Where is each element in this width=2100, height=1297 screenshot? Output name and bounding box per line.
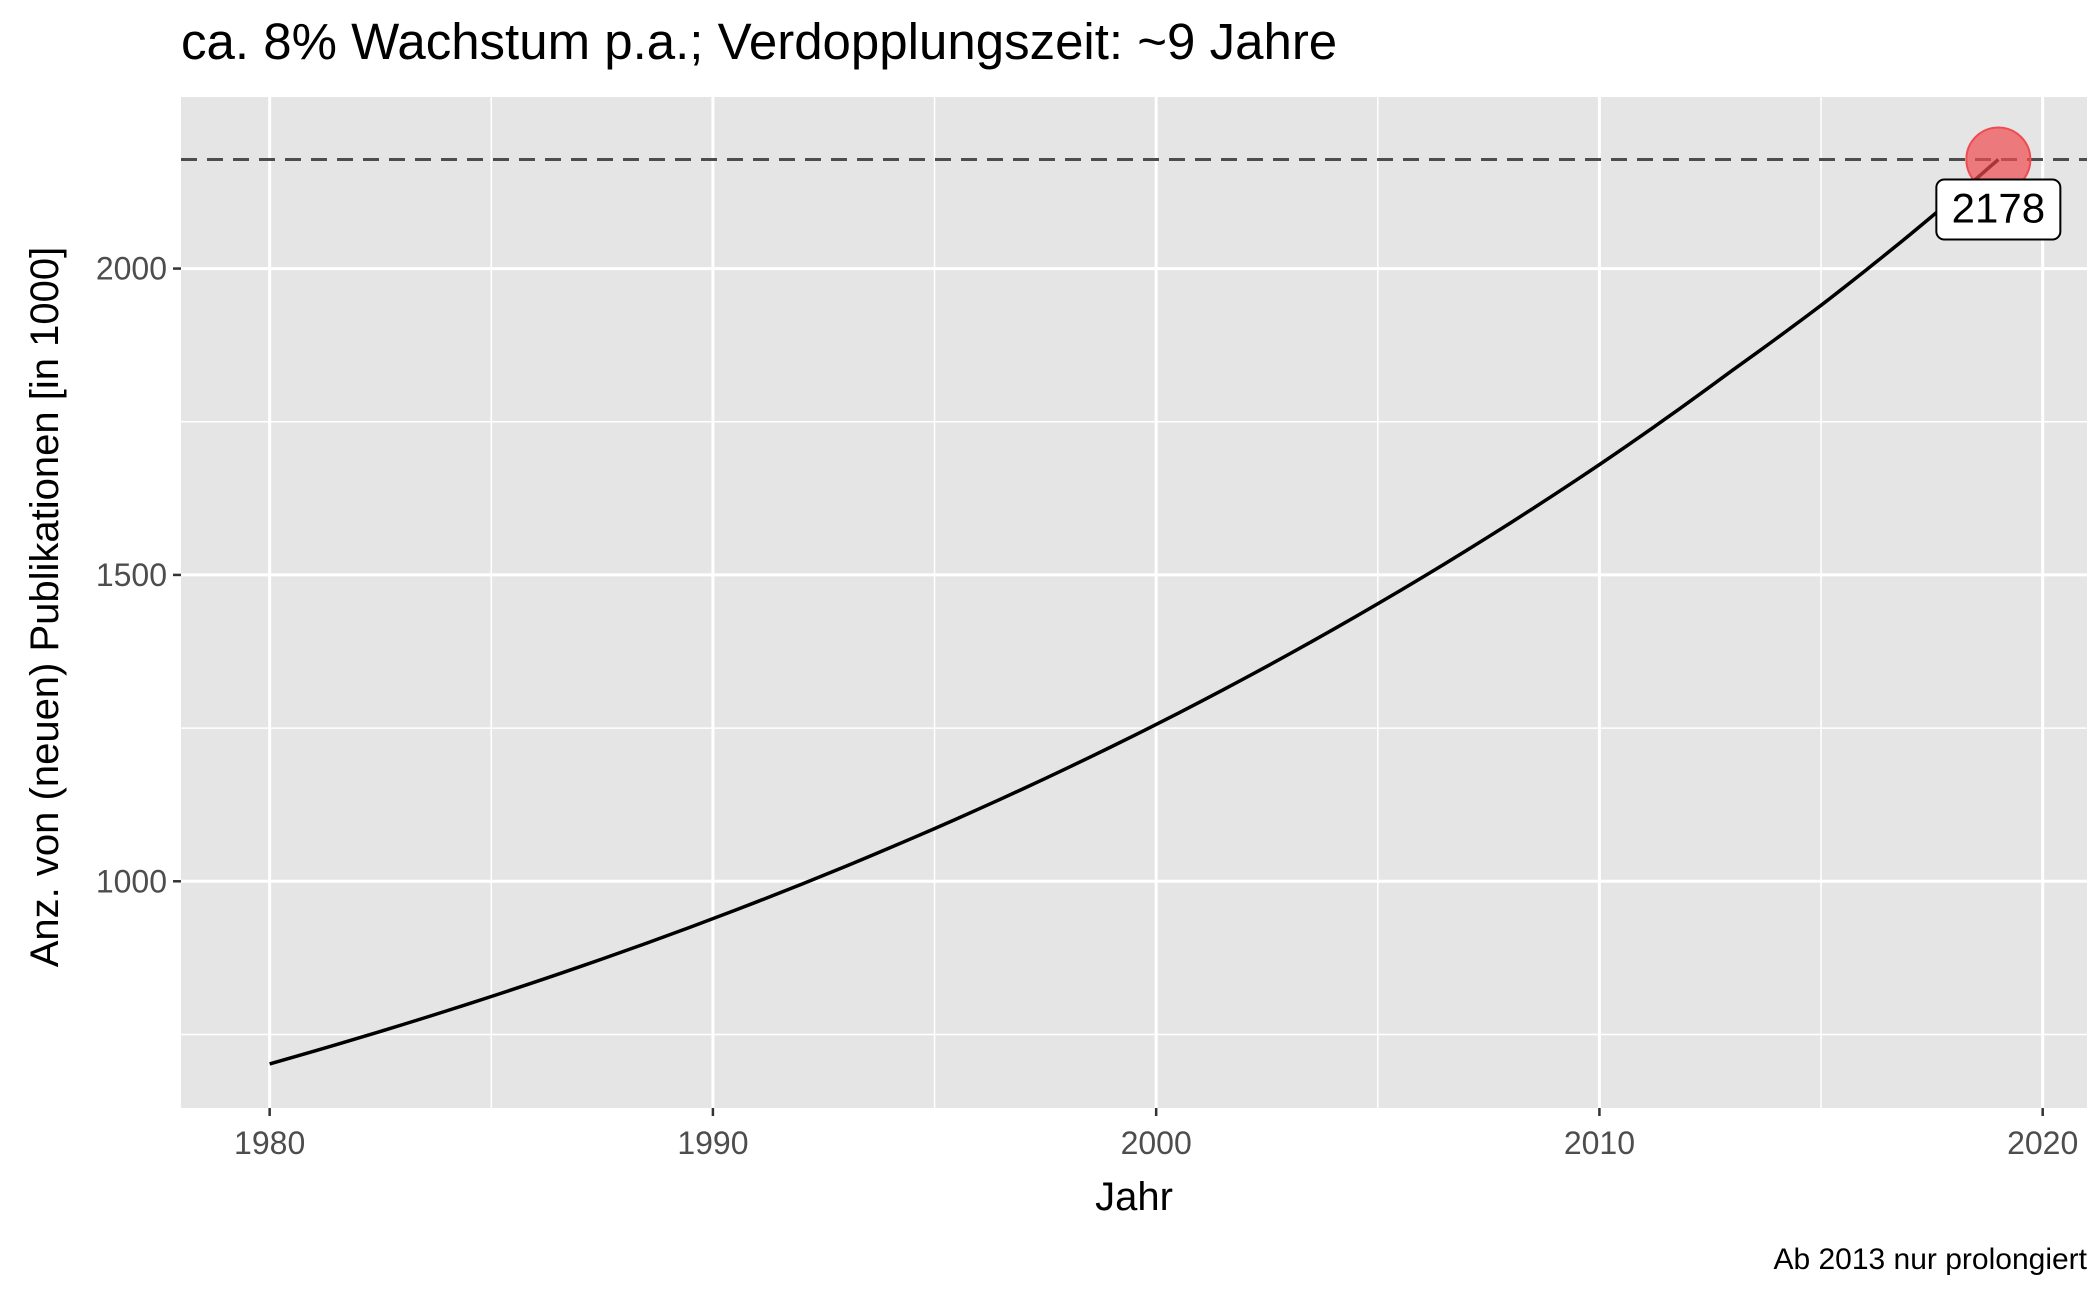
plot-panel xyxy=(181,97,2087,1108)
grid xyxy=(181,97,2087,1108)
x-axis-title: Jahr xyxy=(1095,1175,1173,1219)
chart-title: ca. 8% Wachstum p.a.; Verdopplungszeit: … xyxy=(181,13,1337,70)
y-tick-label-2: 2000 xyxy=(96,251,167,287)
data-label: 2178 xyxy=(1935,178,2062,241)
x-tick-label-1: 1990 xyxy=(677,1125,748,1161)
y-axis-title: Anz. von (neuen) Publikationen [in 1000] xyxy=(23,247,67,968)
data-label-text: 2178 xyxy=(1952,184,2045,231)
series-line xyxy=(269,158,2000,1066)
x-tick-label-0: 1980 xyxy=(234,1125,305,1161)
y-tick-label-0: 1000 xyxy=(96,863,167,899)
caption: Ab 2013 nur prolongiert xyxy=(1773,1243,2087,1276)
data-label-box xyxy=(1935,178,2062,241)
x-tick-label-3: 2010 xyxy=(1564,1125,1635,1161)
y-tick-label-1: 1500 xyxy=(96,557,167,593)
x-tick-label-4: 2020 xyxy=(2007,1125,2078,1161)
axis-ticks: 1980 1990 2000 2010 2020 1000 1500 2000 xyxy=(96,251,2078,1161)
x-tick-label-2: 2000 xyxy=(1121,1125,1192,1161)
